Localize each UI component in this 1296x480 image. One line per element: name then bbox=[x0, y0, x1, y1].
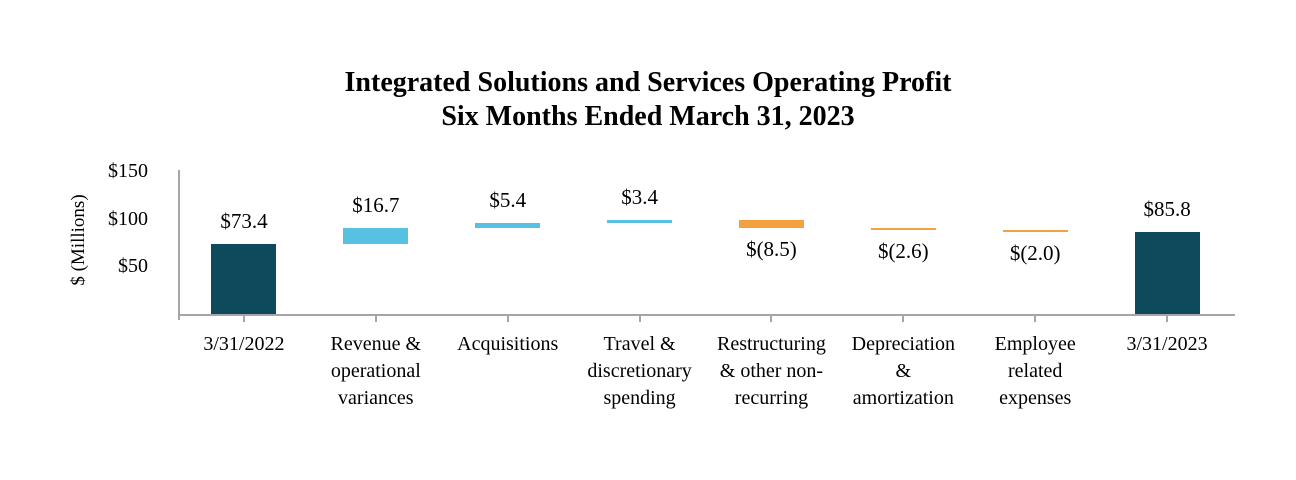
x-axis-tick bbox=[1166, 316, 1169, 322]
x-axis-line bbox=[178, 314, 1235, 316]
waterfall-bar-decrease bbox=[1002, 230, 1068, 233]
x-axis-tick bbox=[374, 316, 377, 322]
y-tick-label: $50 bbox=[118, 255, 148, 278]
chart-title: Integrated Solutions and Services Operat… bbox=[344, 67, 952, 132]
waterfall-bar-increase bbox=[343, 227, 409, 244]
x-axis-category-label: 3/31/2022 bbox=[203, 333, 285, 355]
bar-value-label: $16.7 bbox=[352, 192, 400, 217]
x-axis-category-label: 3/31/2023 bbox=[1126, 333, 1208, 355]
y-axis-line bbox=[178, 170, 180, 320]
x-axis-category-label: Depreciation & amortization bbox=[851, 333, 955, 409]
x-axis-tick bbox=[506, 316, 509, 322]
x-axis-category-label: Travel & discretionary spending bbox=[587, 333, 692, 409]
waterfall-bar-decrease bbox=[870, 227, 936, 230]
bar-value-label: $73.4 bbox=[220, 208, 268, 233]
x-axis-tick bbox=[638, 316, 641, 322]
x-axis-tick bbox=[902, 316, 905, 322]
x-axis-tick bbox=[242, 316, 245, 322]
y-tick-label: $100 bbox=[108, 207, 148, 230]
waterfall-bar-total bbox=[211, 243, 277, 314]
x-axis-tick bbox=[770, 316, 773, 322]
x-axis-category-label: Acquisitions bbox=[457, 333, 559, 355]
waterfall-bar-increase bbox=[607, 219, 673, 223]
waterfall-bar-decrease bbox=[738, 219, 804, 228]
x-axis-category-label: Employee related expenses bbox=[994, 333, 1076, 409]
waterfall-bar-increase bbox=[475, 222, 541, 228]
x-axis-tick bbox=[1034, 316, 1037, 322]
bar-value-label: $(2.0) bbox=[1009, 241, 1061, 266]
waterfall-bar-total bbox=[1134, 232, 1200, 315]
bar-value-label: $85.8 bbox=[1143, 197, 1191, 222]
x-axis-category-label: Revenue & operational variances bbox=[330, 333, 422, 409]
bar-value-label: $3.4 bbox=[621, 184, 658, 209]
bar-value-label: $(8.5) bbox=[746, 236, 797, 261]
bar-value-label: $(2.6) bbox=[877, 238, 929, 263]
bar-value-label: $5.4 bbox=[489, 187, 527, 212]
x-axis-category-label: Restructuring & other non- recurring bbox=[717, 333, 826, 409]
y-tick-label: $150 bbox=[108, 159, 148, 182]
